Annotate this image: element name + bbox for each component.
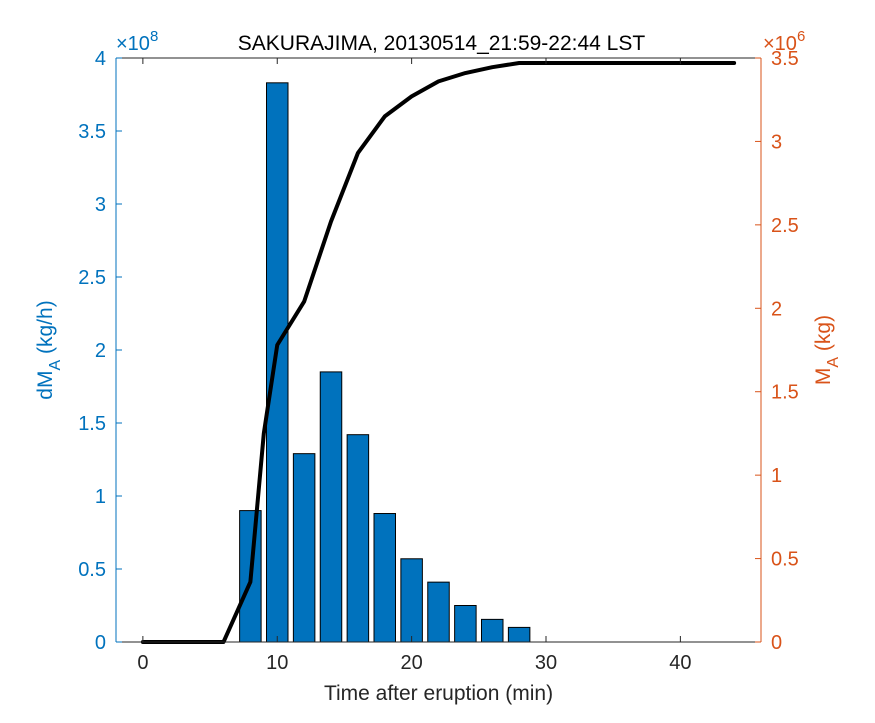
y-left-tick-label: 2 bbox=[95, 340, 106, 362]
bar bbox=[400, 558, 423, 643]
y-right-tick-label: 2.5 bbox=[771, 215, 799, 237]
y-left-axis-label: dMA (kg/h) bbox=[34, 300, 64, 399]
y-right-tick-label: 1 bbox=[771, 465, 782, 487]
y-right-axis-label: MA (kg) bbox=[812, 315, 842, 385]
y-right-label-main: M bbox=[812, 368, 835, 386]
bar bbox=[507, 626, 531, 643]
y-left-exponent: ×108 bbox=[116, 28, 158, 55]
y-left-exponent-base: ×10 bbox=[116, 33, 150, 55]
x-tick-label: 10 bbox=[266, 652, 288, 674]
bar bbox=[427, 581, 450, 643]
x-axis-label: Time after eruption (min) bbox=[324, 682, 553, 705]
bar bbox=[373, 513, 396, 643]
bar bbox=[319, 371, 343, 643]
bar bbox=[346, 434, 370, 643]
y-left-tick-label: 1 bbox=[95, 486, 106, 508]
y-left-tick-label: 3 bbox=[95, 194, 106, 216]
y-right-tick-label: 3.5 bbox=[771, 48, 799, 70]
bar bbox=[292, 453, 316, 643]
y-right-exponent-base: ×10 bbox=[763, 33, 797, 55]
y-right-tick-label: 1.5 bbox=[771, 382, 799, 404]
bar bbox=[266, 82, 289, 643]
y-left-tick-label: 3.5 bbox=[78, 121, 106, 143]
y-left-label-main: dM bbox=[34, 371, 57, 400]
bar-series bbox=[239, 82, 531, 643]
y-left-tick-label: 0.5 bbox=[78, 559, 106, 581]
x-tick-label: 30 bbox=[535, 652, 557, 674]
x-tick-label: 20 bbox=[401, 652, 423, 674]
line-series bbox=[140, 61, 737, 644]
y-right-tick-label: 0.5 bbox=[771, 549, 799, 571]
y-left-label-unit: (kg/h) bbox=[34, 300, 57, 360]
y-right-tick-label: 3 bbox=[771, 131, 782, 153]
y-right-label-sub: A bbox=[825, 357, 842, 368]
y-left-label-sub: A bbox=[47, 360, 64, 371]
y-right-exponent: ×106 bbox=[763, 28, 805, 55]
y-left-tick-label: 4 bbox=[95, 48, 106, 70]
chart-title: SAKURAJIMA, 20130514_21:59-22:44 LST bbox=[238, 32, 646, 55]
x-tick-label: 0 bbox=[137, 652, 148, 674]
y-right-exponent-power: 6 bbox=[797, 28, 805, 45]
x-tick-label: 40 bbox=[669, 652, 691, 674]
y-right-label-unit: (kg) bbox=[812, 315, 835, 357]
y-left-tick-label: 2.5 bbox=[78, 267, 106, 289]
y-left-tick-label: 0 bbox=[95, 632, 106, 654]
cumulative-mass-line bbox=[140, 61, 737, 644]
bar bbox=[454, 605, 477, 643]
y-left-exponent-power: 8 bbox=[150, 28, 158, 45]
y-left-tick-label: 1.5 bbox=[78, 413, 106, 435]
y-right-tick-label: 0 bbox=[771, 632, 782, 654]
bar bbox=[481, 618, 504, 643]
axes bbox=[115, 57, 762, 643]
y-right-tick-label: 2 bbox=[771, 298, 782, 320]
